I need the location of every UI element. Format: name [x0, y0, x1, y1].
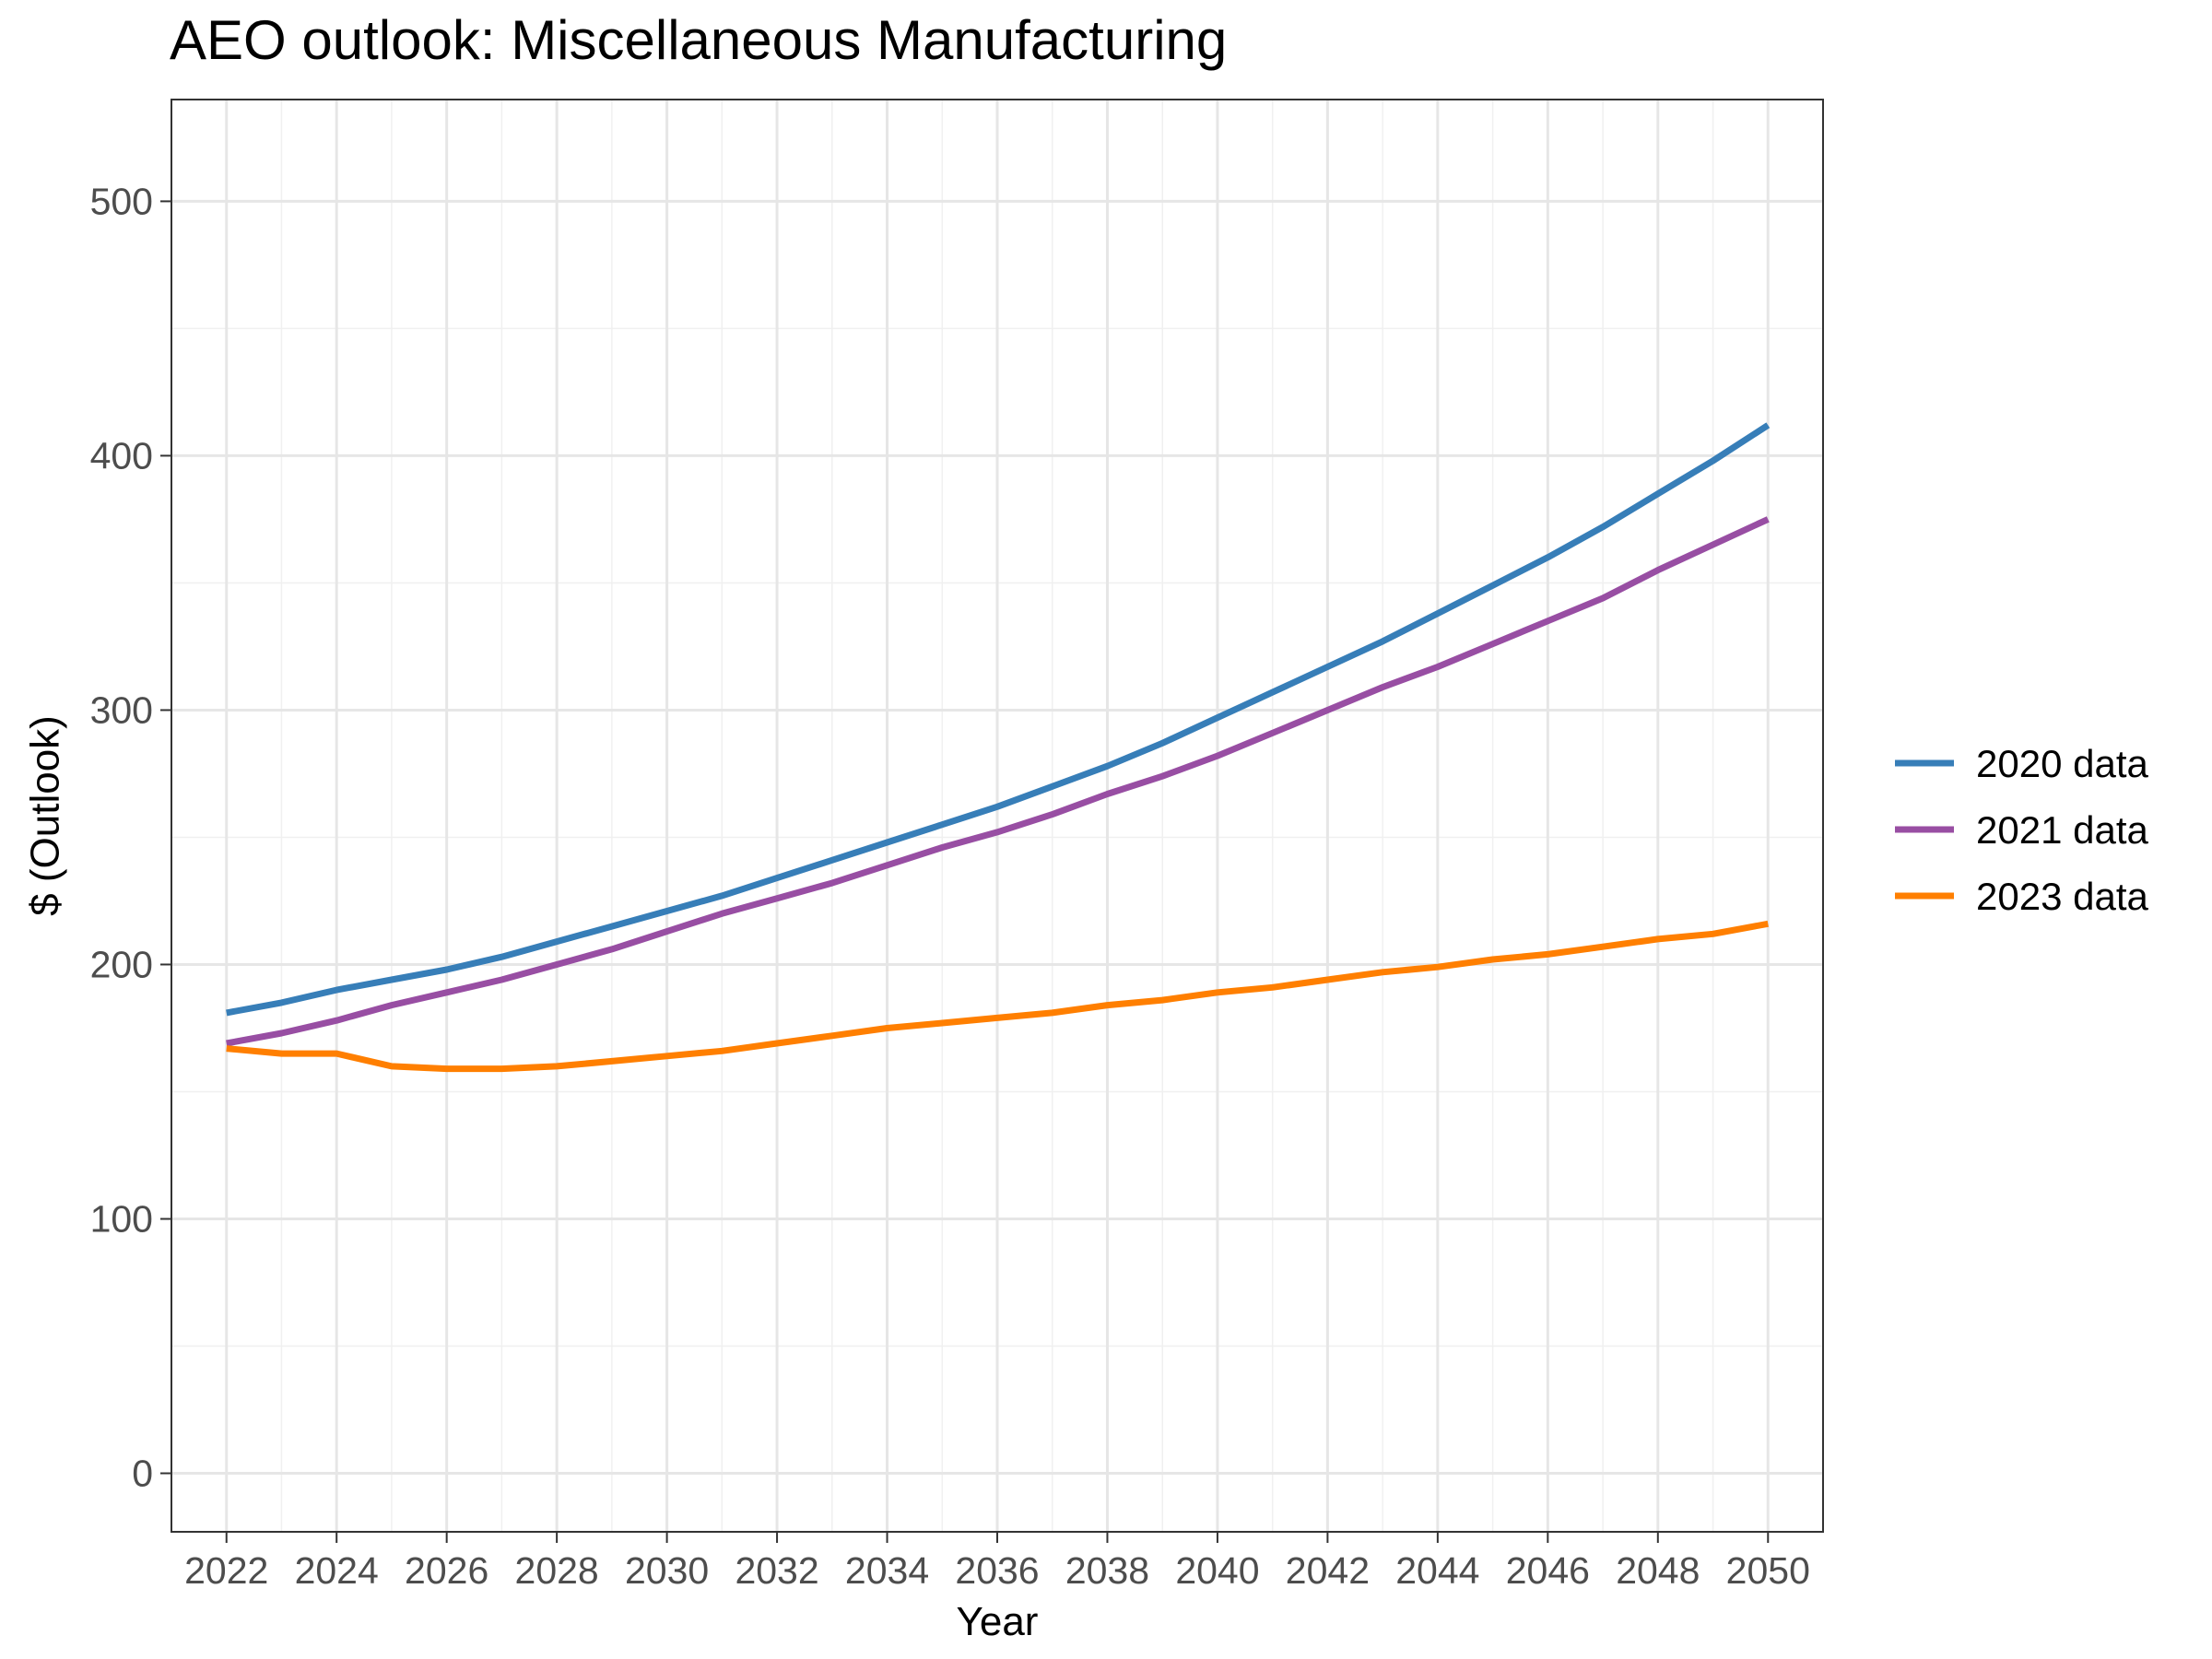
x-tick-label: 2030 [625, 1549, 709, 1592]
legend-label-2: 2021 data [1976, 808, 2148, 852]
x-tick-label: 2034 [845, 1549, 929, 1592]
x-tick-label: 2026 [405, 1549, 488, 1592]
x-tick-label: 2044 [1395, 1549, 1479, 1592]
plot-grid [171, 100, 1823, 1532]
y-tick-label: 300 [90, 688, 153, 731]
x-tick-label: 2036 [955, 1549, 1039, 1592]
legend-label-1: 2020 data [1976, 742, 2148, 785]
x-tick-label: 2028 [515, 1549, 599, 1592]
y-axis-title: $ (Outlook) [22, 715, 67, 916]
x-tick-label: 2046 [1506, 1549, 1590, 1592]
x-tick-label: 2032 [735, 1549, 818, 1592]
y-tick-label: 200 [90, 943, 153, 985]
x-tick-label: 2048 [1616, 1549, 1700, 1592]
plot-series [226, 422, 1771, 1073]
legend-label-3: 2023 data [1976, 875, 2148, 918]
x-tick-label: 2050 [1726, 1549, 1810, 1592]
x-tick-label: 2022 [184, 1549, 268, 1592]
y-tick-label: 400 [90, 434, 153, 477]
series-line-3 [226, 920, 1769, 1073]
x-tick-label: 2042 [1286, 1549, 1370, 1592]
y-tick-label: 100 [90, 1197, 153, 1240]
x-tick-label: 2040 [1175, 1549, 1259, 1592]
x-axis-title: Year [957, 1599, 1039, 1644]
x-tick-label: 2024 [295, 1549, 379, 1592]
plot-axes: 2022 2024 2026 2028 2030 2032 2034 2036 2038 2040… [90, 180, 1810, 1592]
y-tick-label: 0 [132, 1453, 153, 1495]
legend: 2020 data 2021 data 2023 data [1895, 742, 2148, 918]
series-line-2 [226, 516, 1770, 1047]
series-line-1 [226, 422, 1771, 1017]
y-tick-label: 500 [90, 180, 153, 222]
chart-title: AEO outlook: Miscellaneous Manufacturing [170, 9, 1227, 71]
x-tick-label: 2038 [1065, 1549, 1149, 1592]
